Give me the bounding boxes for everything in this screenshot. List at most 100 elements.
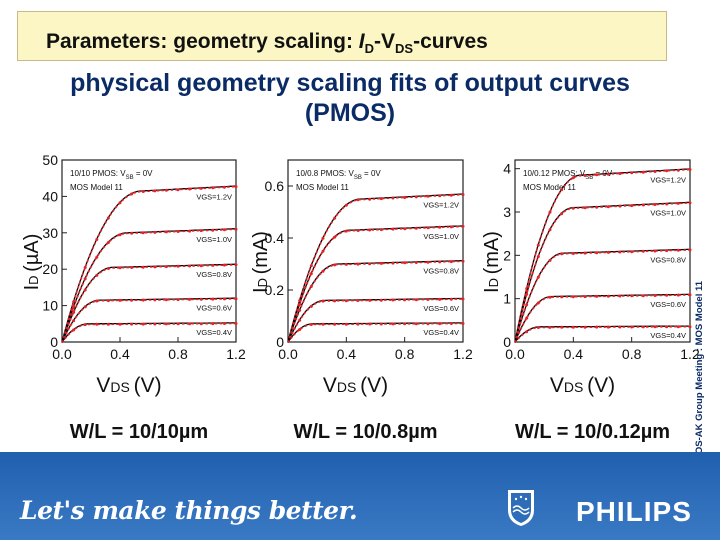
measured-point <box>356 229 360 232</box>
measured-point <box>368 262 372 266</box>
measured-point <box>618 294 622 298</box>
measured-point <box>449 322 453 325</box>
measured-point <box>95 322 99 326</box>
measured-point <box>595 251 599 255</box>
x-axis-label: VDS (V) <box>96 374 161 397</box>
measured-point <box>536 301 540 305</box>
measured-point <box>72 319 76 323</box>
measured-line-3 <box>61 264 237 343</box>
x-tick-label: 1.2 <box>453 346 473 362</box>
measured-point <box>118 233 122 237</box>
series-label-5: VGS=0.4V <box>650 331 686 340</box>
y-tick-label: 30 <box>42 225 58 241</box>
measured-point <box>630 294 634 298</box>
measured-point <box>95 273 99 277</box>
measured-point <box>391 298 395 302</box>
measured-point <box>72 310 76 314</box>
measured-point <box>595 205 599 209</box>
measured-point <box>688 168 692 171</box>
measured-point <box>95 299 99 303</box>
measured-point <box>211 186 215 190</box>
measured-point <box>571 295 575 299</box>
measured-point <box>583 206 587 210</box>
measured-point <box>688 293 692 297</box>
measured-point <box>211 297 215 301</box>
measured-point <box>309 285 313 288</box>
measured-point <box>548 258 552 262</box>
measured-point <box>449 193 453 197</box>
geometry-caption: W/L = 10/0.8µm <box>294 421 438 443</box>
y-tick-label: 4 <box>503 161 511 177</box>
y-tick-label: 0.6 <box>265 178 285 194</box>
measured-point <box>298 302 302 306</box>
measured-point <box>548 228 552 232</box>
measured-point <box>298 308 302 312</box>
inset-title: 10/0.8 PMOS: VSB = 0V <box>296 169 381 181</box>
series-label-2: VGS=1.0V <box>423 232 459 241</box>
measured-point <box>414 195 418 199</box>
measured-point <box>333 299 337 303</box>
measured-point <box>164 298 168 302</box>
series-label-5: VGS=0.4V <box>196 328 232 337</box>
measured-point <box>461 259 465 263</box>
measured-point <box>665 293 669 297</box>
y-tick-label: 2 <box>503 247 511 263</box>
measured-point <box>560 325 564 329</box>
y-tick-label: 0.4 <box>265 230 285 246</box>
measured-point <box>344 262 348 266</box>
measured-line-2 <box>287 225 464 343</box>
measured-point <box>344 229 348 233</box>
measured-line-4 <box>514 294 691 343</box>
measured-point <box>72 328 76 332</box>
measured-point <box>211 322 215 326</box>
series-label-3: VGS=0.8V <box>650 255 686 264</box>
measured-point <box>188 322 192 326</box>
measured-point <box>606 294 610 298</box>
measured-point <box>688 325 692 329</box>
measured-point <box>641 294 645 298</box>
measured-point <box>606 172 610 176</box>
measured-point <box>688 248 692 252</box>
x-tick-label: 0.8 <box>168 346 188 362</box>
measured-point <box>176 230 180 233</box>
measured-point <box>595 325 599 329</box>
measured-point <box>211 228 215 232</box>
measured-point <box>72 300 76 304</box>
measured-point <box>676 293 680 297</box>
measured-point <box>391 196 395 200</box>
measured-point <box>653 325 657 329</box>
measured-point <box>461 322 465 325</box>
measured-point <box>438 225 442 229</box>
measured-point <box>106 322 110 326</box>
measured-point <box>665 325 669 329</box>
measured-line-1 <box>514 168 691 343</box>
measured-point <box>536 255 540 259</box>
geometry-caption: W/L = 10/10µm <box>70 421 208 443</box>
measured-point <box>234 185 238 189</box>
series-label-3: VGS=0.8V <box>196 270 232 279</box>
measured-point <box>449 225 453 229</box>
slide-heading: physical geometry scaling fits of output… <box>20 68 680 128</box>
measured-point <box>630 325 634 329</box>
measured-point <box>536 275 540 279</box>
measured-point <box>653 203 657 206</box>
measured-point <box>548 325 552 329</box>
measured-point <box>653 249 657 253</box>
measured-point <box>188 297 192 301</box>
measured-point <box>130 322 134 326</box>
measured-point <box>106 241 110 244</box>
measured-point <box>414 298 418 302</box>
geometry-caption: W/L = 10/0.12µm <box>515 421 670 443</box>
measured-point <box>571 206 575 210</box>
measured-point <box>571 252 575 255</box>
measured-point <box>426 194 430 198</box>
measured-point <box>344 322 348 326</box>
measured-point <box>199 297 203 301</box>
measured-point <box>414 261 418 264</box>
measured-point <box>176 298 180 302</box>
measured-point <box>118 266 122 270</box>
series-label-4: VGS=0.6V <box>650 300 686 309</box>
series-label-3: VGS=0.8V <box>423 266 459 275</box>
measured-point <box>461 193 465 197</box>
measured-point <box>298 318 302 322</box>
